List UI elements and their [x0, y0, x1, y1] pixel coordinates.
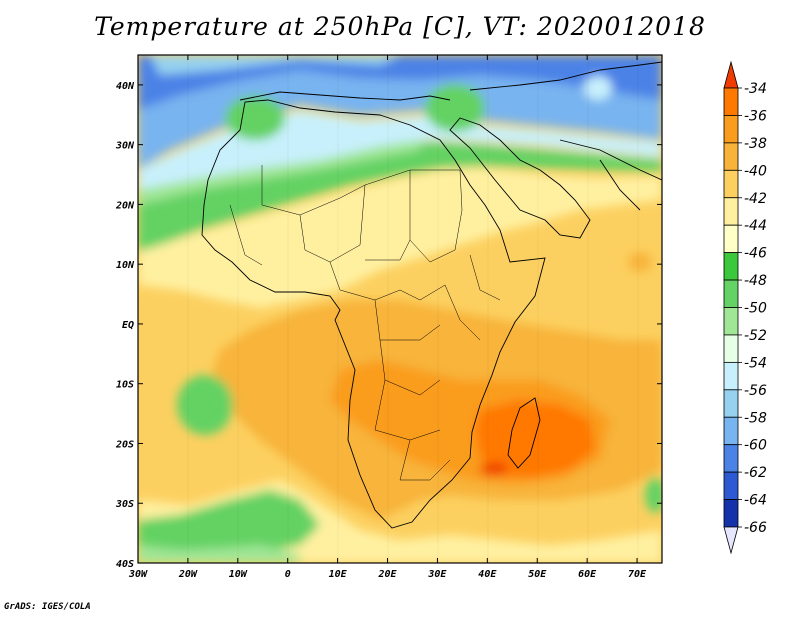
colorbar-swatch	[723, 471, 739, 500]
lat-label: 10N	[116, 260, 135, 271]
lon-label: 50E	[528, 569, 547, 580]
colorbar-swatch	[723, 224, 739, 254]
colorbar-swatch	[723, 169, 739, 199]
plot-frame	[137, 54, 663, 564]
colorbar-label: -56	[744, 383, 767, 399]
lat-label: 20S	[115, 439, 134, 450]
colorbar-swatch	[723, 142, 739, 171]
lon-label: 60E	[578, 569, 597, 580]
colorbar-label: -38	[744, 136, 767, 152]
country-borders	[229, 165, 501, 481]
colorbar-swatch	[723, 307, 739, 336]
colorbar-label: -62	[744, 465, 767, 481]
colorbar-swatch	[723, 334, 739, 363]
lon-label: 30E	[427, 569, 447, 580]
colorbar-swatch	[723, 197, 739, 226]
lon-label: 10E	[329, 569, 348, 580]
colorbar-swatch	[723, 389, 739, 418]
colorbar-swatch	[723, 252, 739, 281]
colorbar-label: -48	[744, 273, 767, 289]
colorbar-swatch	[723, 416, 739, 446]
colorbar-swatch	[723, 279, 739, 308]
lon-label: 20W	[178, 569, 198, 580]
lon-label: 70E	[628, 569, 647, 580]
colorbar-swatch	[723, 115, 739, 144]
lon-label: 40E	[478, 569, 497, 580]
colorbar-label: -36	[744, 108, 767, 124]
colorbar-label: -58	[744, 410, 767, 426]
lon-label: 30W	[128, 569, 148, 580]
coastlines	[201, 61, 662, 529]
colorbar-label: -42	[744, 191, 767, 207]
latitude-axis: 40N 30N 20N 10N EQ 10S 20S 30S 40S	[115, 81, 662, 570]
grid	[187, 55, 639, 563]
lon-label: 0	[285, 569, 291, 580]
lat-label: 40S	[116, 559, 134, 570]
lat-label: 40N	[116, 81, 135, 92]
colorbar-top-arrow	[723, 60, 739, 89]
lat-label: 30S	[115, 499, 134, 510]
colorbar-swatch	[723, 444, 739, 473]
lat-label: 20N	[115, 200, 135, 211]
lon-label: 20E	[377, 569, 397, 580]
colorbar-label: -64	[744, 493, 767, 509]
colorbar-bottom-arrow	[723, 526, 739, 555]
lat-label: 10S	[116, 380, 134, 391]
temperature-field	[138, 55, 662, 563]
colorbar-swatch	[723, 87, 739, 116]
colorbar-label: -40	[744, 163, 767, 179]
colorbar-label: -54	[744, 355, 767, 371]
map-title: Temperature at 250hPa [C], VT: 202001201…	[94, 12, 706, 41]
colorbar-swatch	[723, 361, 739, 391]
colorbar-label: -50	[744, 301, 767, 317]
colorbar: -34 -36 -38 -40 -42 -44 -46 -48 -50 -52 -54 -56 -58 -…	[723, 60, 767, 555]
lat-label: 30N	[115, 141, 135, 152]
colorbar-label: -52	[744, 328, 767, 344]
lon-label: 10W	[229, 569, 248, 580]
lat-label: EQ	[122, 320, 134, 331]
colorbar-label: -46	[744, 246, 767, 262]
credit-text: GrADS: IGES/COLA	[4, 602, 91, 612]
colorbar-label: -34	[744, 81, 767, 97]
colorbar-label: -44	[744, 218, 767, 234]
colorbar-label: -66	[744, 520, 767, 536]
longitude-axis: 30W 20W 10W 0 10E 20E 30E 40E 50E 60E 70E	[128, 55, 647, 580]
colorbar-label: -60	[744, 438, 767, 454]
colorbar-swatch	[723, 499, 739, 528]
